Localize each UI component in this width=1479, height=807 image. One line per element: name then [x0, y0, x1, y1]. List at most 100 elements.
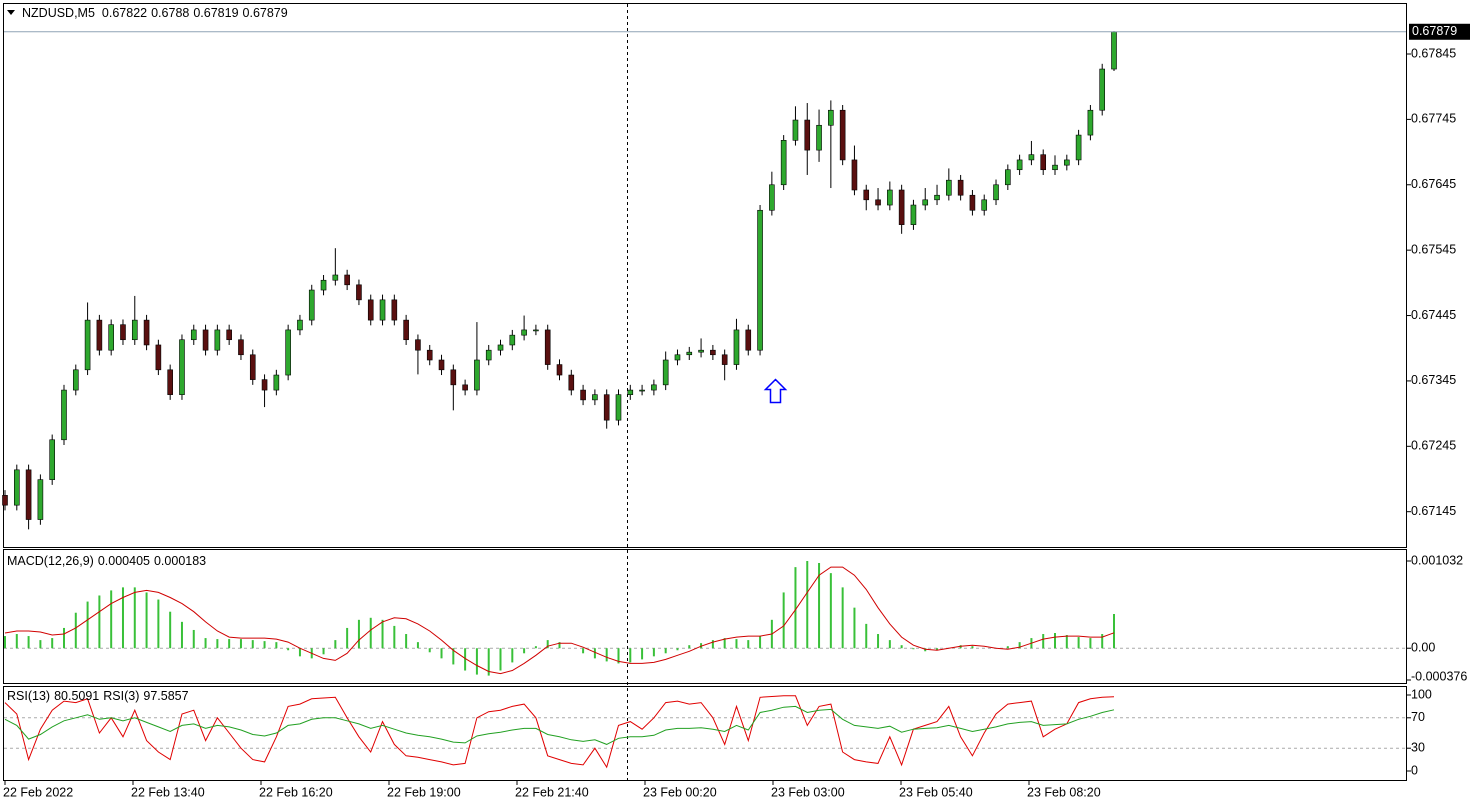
y-tick-label: 0.67245 — [1411, 439, 1456, 453]
candle-body — [426, 349, 433, 361]
last-low: 0.67819 — [193, 6, 238, 20]
rsi13-name: RSI(13) — [7, 689, 50, 703]
candle-body — [828, 109, 834, 126]
y-tick-label: 0.67845 — [1411, 46, 1456, 60]
candle-body — [379, 299, 386, 321]
y-tick-label: 100 — [1411, 687, 1432, 701]
menu-triangle[interactable] — [7, 10, 15, 15]
candle-body — [131, 319, 138, 341]
candle-body — [1099, 68, 1106, 111]
candle-body — [497, 344, 504, 351]
y-tick-label: 0.67145 — [1411, 504, 1456, 518]
candle-body — [839, 109, 846, 161]
candle-body — [521, 329, 527, 336]
candle-body — [391, 299, 398, 321]
x-tick-label: 23 Feb 05:40 — [899, 785, 973, 799]
candle-body — [910, 204, 917, 225]
y-tick-label: -0.000376 — [1411, 669, 1467, 683]
candle-body — [25, 469, 32, 520]
candle-body — [450, 369, 457, 386]
candle-body — [780, 140, 787, 186]
x-tick-label: 23 Feb 08:20 — [1027, 785, 1101, 799]
candle-body — [946, 179, 952, 196]
rsi-line — [4, 695, 1115, 769]
candle-body — [367, 299, 374, 321]
candle-body — [969, 194, 976, 211]
candle-body — [415, 339, 421, 351]
last-open: 0.67822 — [102, 6, 147, 20]
candle-body — [285, 329, 291, 376]
candle-body — [462, 384, 468, 391]
candle-body — [13, 469, 20, 506]
candle-body — [544, 329, 551, 365]
last-price-box — [1409, 23, 1470, 40]
candle-body — [627, 389, 634, 395]
candle-body — [1016, 159, 1023, 171]
candle-body — [344, 274, 350, 286]
candle-body — [308, 289, 315, 321]
x-tick-label: 22 Feb 2022 — [3, 785, 73, 799]
candle-body — [556, 364, 563, 376]
candle-body — [143, 319, 150, 346]
signal-line — [4, 566, 1115, 675]
candle-body — [686, 351, 693, 356]
candle-body — [887, 189, 893, 206]
candle-body — [957, 179, 964, 196]
x-tick-label: 22 Feb 16:20 — [259, 785, 333, 799]
candle-body — [120, 324, 126, 341]
candle-body — [816, 124, 822, 151]
symbol: NZDUSD,M5 — [22, 6, 95, 20]
candle-body — [1052, 164, 1058, 171]
rsi3-value: 97.5857 — [143, 689, 188, 703]
candle-body — [474, 359, 480, 391]
candle-body — [651, 384, 657, 391]
y-tick-label: 0.67645 — [1411, 177, 1456, 191]
y-tick-label: 30 — [1411, 740, 1425, 754]
y-tick-label: 0.67345 — [1411, 373, 1456, 387]
candle-body — [108, 324, 114, 351]
candle-body — [273, 374, 280, 391]
x-tick-label: 22 Feb 19:00 — [387, 785, 461, 799]
candle-body — [1087, 109, 1094, 136]
candle-body — [568, 374, 575, 391]
last-price-label: 0.67879 — [1412, 24, 1457, 38]
candle-body — [639, 389, 645, 392]
candle-body — [167, 369, 173, 395]
candle-body — [1111, 31, 1117, 70]
candle-body — [320, 279, 327, 291]
x-tick-label: 22 Feb 21:40 — [515, 785, 589, 799]
rsi-pane — [3, 686, 1407, 781]
candle-body — [875, 199, 881, 206]
candle-body — [72, 369, 79, 391]
candle-body — [356, 284, 362, 301]
candle-body — [934, 194, 940, 201]
y-tick-label: 0.67445 — [1411, 308, 1456, 322]
x-tick-label: 23 Feb 00:20 — [643, 785, 717, 799]
candle-body — [332, 274, 339, 281]
price-pane — [3, 3, 1407, 548]
candle-body — [863, 189, 870, 201]
candle-body — [1028, 154, 1035, 161]
candle-body — [509, 334, 516, 346]
rsi3-name: RSI(3) — [103, 689, 139, 703]
candle-body — [922, 199, 929, 206]
candle-body — [438, 359, 445, 371]
rsi-line — [4, 705, 1115, 745]
candle-body — [721, 354, 728, 365]
candle-body — [698, 349, 704, 353]
chart-header: NZDUSD,M5 0.67822 0.6788 0.67819 0.67879 — [22, 6, 288, 20]
macd-name: MACD(12,26,9) — [7, 554, 94, 568]
candle-body — [2, 495, 8, 506]
candle-body — [249, 354, 256, 380]
candle-body — [993, 184, 999, 201]
candle-body — [580, 389, 586, 401]
y-tick-label: 0.001032 — [1411, 553, 1463, 567]
candle-body — [1005, 169, 1011, 186]
last-high: 0.6788 — [151, 6, 189, 20]
y-tick-label: 0.67545 — [1411, 242, 1456, 256]
candle-body — [1064, 159, 1070, 166]
candle-body — [674, 354, 681, 361]
candle-body — [190, 329, 197, 341]
candle-body — [792, 119, 799, 141]
